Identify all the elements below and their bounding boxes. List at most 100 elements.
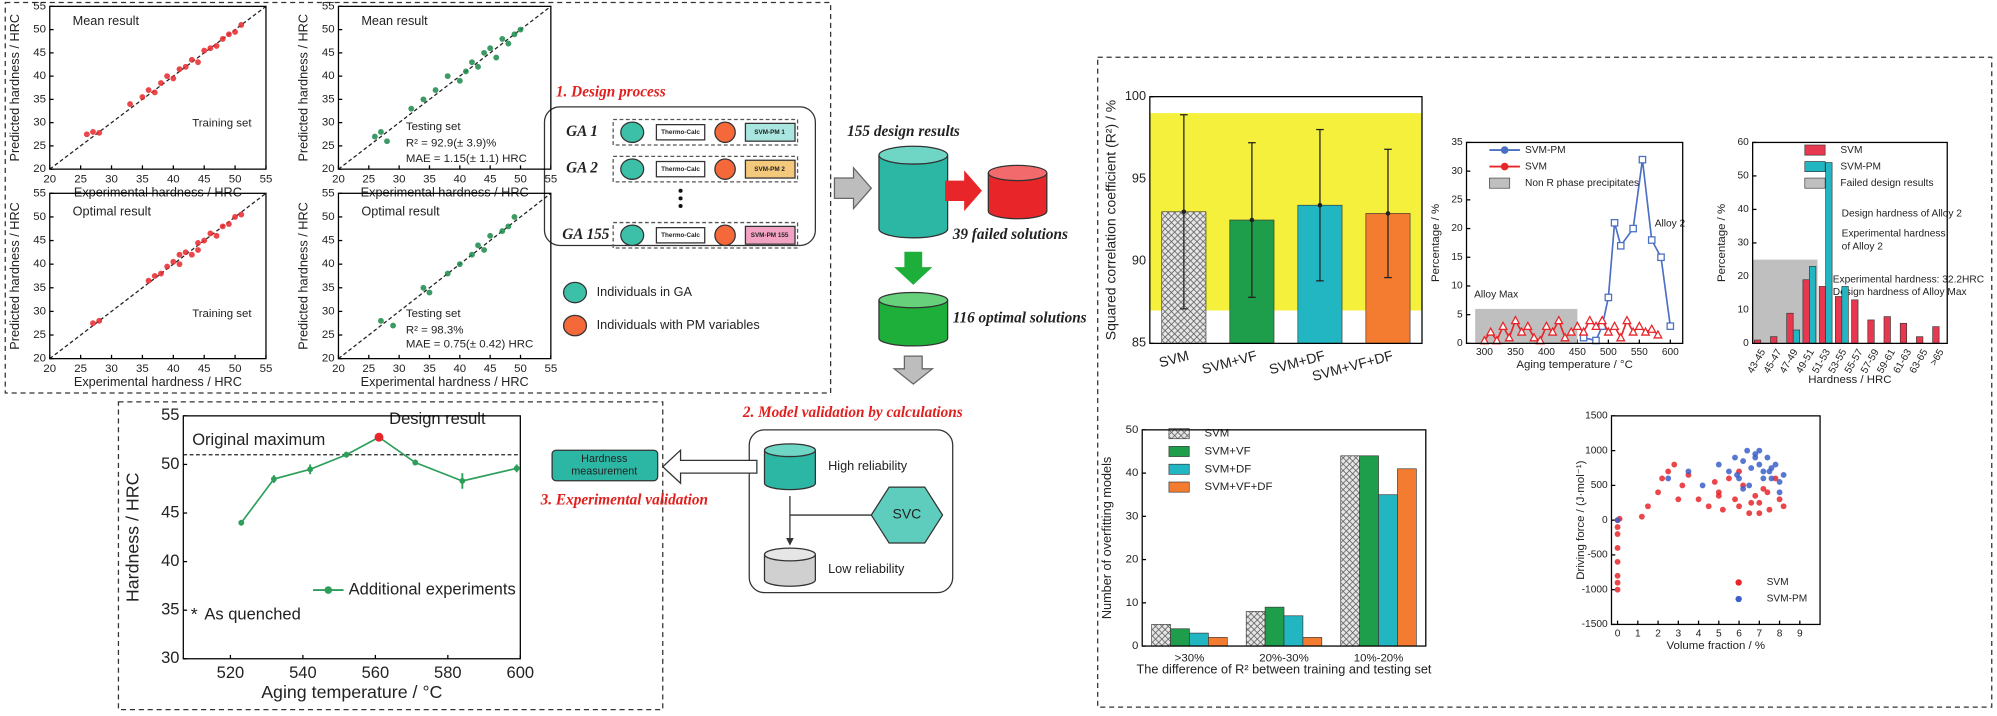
point — [195, 247, 201, 253]
legend-label: SVM — [1767, 577, 1789, 588]
panel-title: Mean result — [361, 13, 428, 28]
point — [182, 63, 189, 70]
y-tick-label: 25 — [322, 140, 335, 152]
point — [201, 237, 208, 244]
point — [1746, 482, 1753, 489]
point — [444, 73, 451, 80]
plot-frame — [337, 192, 552, 360]
y-tick-label: 40 — [33, 258, 46, 270]
point — [432, 87, 439, 94]
y-tick-label: 50 — [33, 211, 46, 223]
point — [469, 59, 475, 66]
design-title: 1. Design process — [556, 83, 666, 100]
arrow — [945, 170, 982, 212]
bar-point — [1385, 211, 1391, 216]
y-tick-label: 55 — [322, 0, 335, 12]
legend-label: SVM-PM — [1767, 594, 1808, 605]
point — [1726, 475, 1732, 482]
y-tick-label: 25 — [33, 140, 46, 152]
y-tick-label: 40 — [33, 70, 46, 82]
arrow — [833, 166, 873, 211]
x-tick-label: 30 — [393, 173, 406, 185]
x-tick-label: 50 — [514, 363, 527, 375]
point — [139, 94, 146, 100]
x-tick-label: 400 — [1538, 347, 1555, 358]
plot-frame — [1141, 429, 1427, 647]
bar — [1899, 322, 1908, 344]
x-tick-label: 20 — [43, 173, 56, 185]
y-tick-label: 5 — [1457, 309, 1463, 320]
legend-label: SVM+VF+DF — [1205, 481, 1273, 493]
x-tick-label: 35 — [136, 173, 149, 185]
point — [170, 258, 177, 265]
annotation: MAE = 0.75(± 0.42) HRC — [406, 339, 533, 351]
x-axis-label: The difference of R² between training an… — [1137, 661, 1432, 676]
y-tick-label: 30 — [33, 305, 46, 317]
point — [307, 466, 314, 473]
thermo-label: Thermo-Calc — [661, 166, 700, 173]
x-tick-label: 0 — [1615, 628, 1621, 639]
legend-swatch — [1168, 481, 1190, 493]
point — [456, 77, 463, 84]
reference-diagonal — [338, 192, 552, 360]
annotation: Design hardness of Alloy 2 — [1842, 208, 1963, 219]
validation-title: 2. Model validation by calculations — [742, 404, 963, 421]
x-tick-label: 55 — [260, 173, 273, 185]
legend-swatch — [1168, 428, 1190, 440]
legend-label: SVM+DF — [1205, 463, 1252, 475]
point — [487, 45, 494, 52]
x-tick-label: 45 — [484, 173, 497, 185]
point — [90, 320, 96, 327]
annotation: Testing set — [406, 308, 461, 320]
x-tick-label: 580 — [434, 663, 462, 682]
y-tick-label: 30 — [161, 648, 179, 667]
x-tick-label: 25 — [74, 173, 87, 185]
legend-label: SVM — [1840, 145, 1862, 156]
y-tick-label: 20 — [1451, 223, 1463, 234]
annotation: Design hardness of Alloy Max — [1833, 287, 1967, 298]
point — [145, 87, 152, 94]
point — [1614, 558, 1621, 565]
point — [1746, 510, 1753, 517]
x-tick-label: 40 — [453, 173, 466, 185]
x-tick-label: 55 — [544, 363, 557, 375]
quenched-label: As quenched — [204, 604, 300, 623]
point — [176, 66, 183, 73]
point — [219, 35, 226, 42]
x-tick-label: 4 — [1696, 628, 1702, 639]
point — [96, 317, 103, 324]
x-tick-label: 40 — [453, 363, 466, 375]
point — [145, 277, 152, 284]
bar — [1397, 468, 1417, 647]
y-tick-label: -1000 — [1582, 584, 1608, 595]
point — [1597, 315, 1608, 325]
bar — [1283, 615, 1304, 647]
legend-label: Individuals in GA — [597, 284, 693, 299]
point — [1740, 458, 1747, 464]
bar — [1151, 624, 1171, 647]
y-tick-label: 35 — [33, 93, 46, 105]
row-box — [612, 155, 799, 183]
x-tick-label: 50 — [229, 363, 242, 375]
x-tick-label: 520 — [217, 663, 245, 682]
x-axis-label: Aging temperature / °C — [1516, 359, 1632, 371]
point — [238, 519, 245, 526]
panel-title: Optimal result — [361, 204, 440, 219]
legend-marker — [1735, 595, 1742, 603]
point — [1655, 489, 1661, 496]
y-tick-label: 55 — [33, 0, 46, 12]
legend-swatch — [1804, 144, 1826, 156]
point — [444, 270, 451, 277]
y-tick-label: 45 — [322, 235, 335, 247]
y-tick-label: 55 — [322, 187, 335, 199]
point — [1604, 293, 1613, 302]
cylinder — [763, 547, 817, 587]
x-tick-label: SVM+VF — [1200, 347, 1259, 377]
annotation: Alloy 2 — [1655, 219, 1686, 230]
x-tick-label: 6 — [1736, 628, 1742, 639]
point — [232, 214, 239, 220]
bar — [1208, 637, 1228, 647]
point — [1764, 489, 1771, 496]
point — [1640, 326, 1651, 336]
legend-marker — [324, 586, 333, 594]
